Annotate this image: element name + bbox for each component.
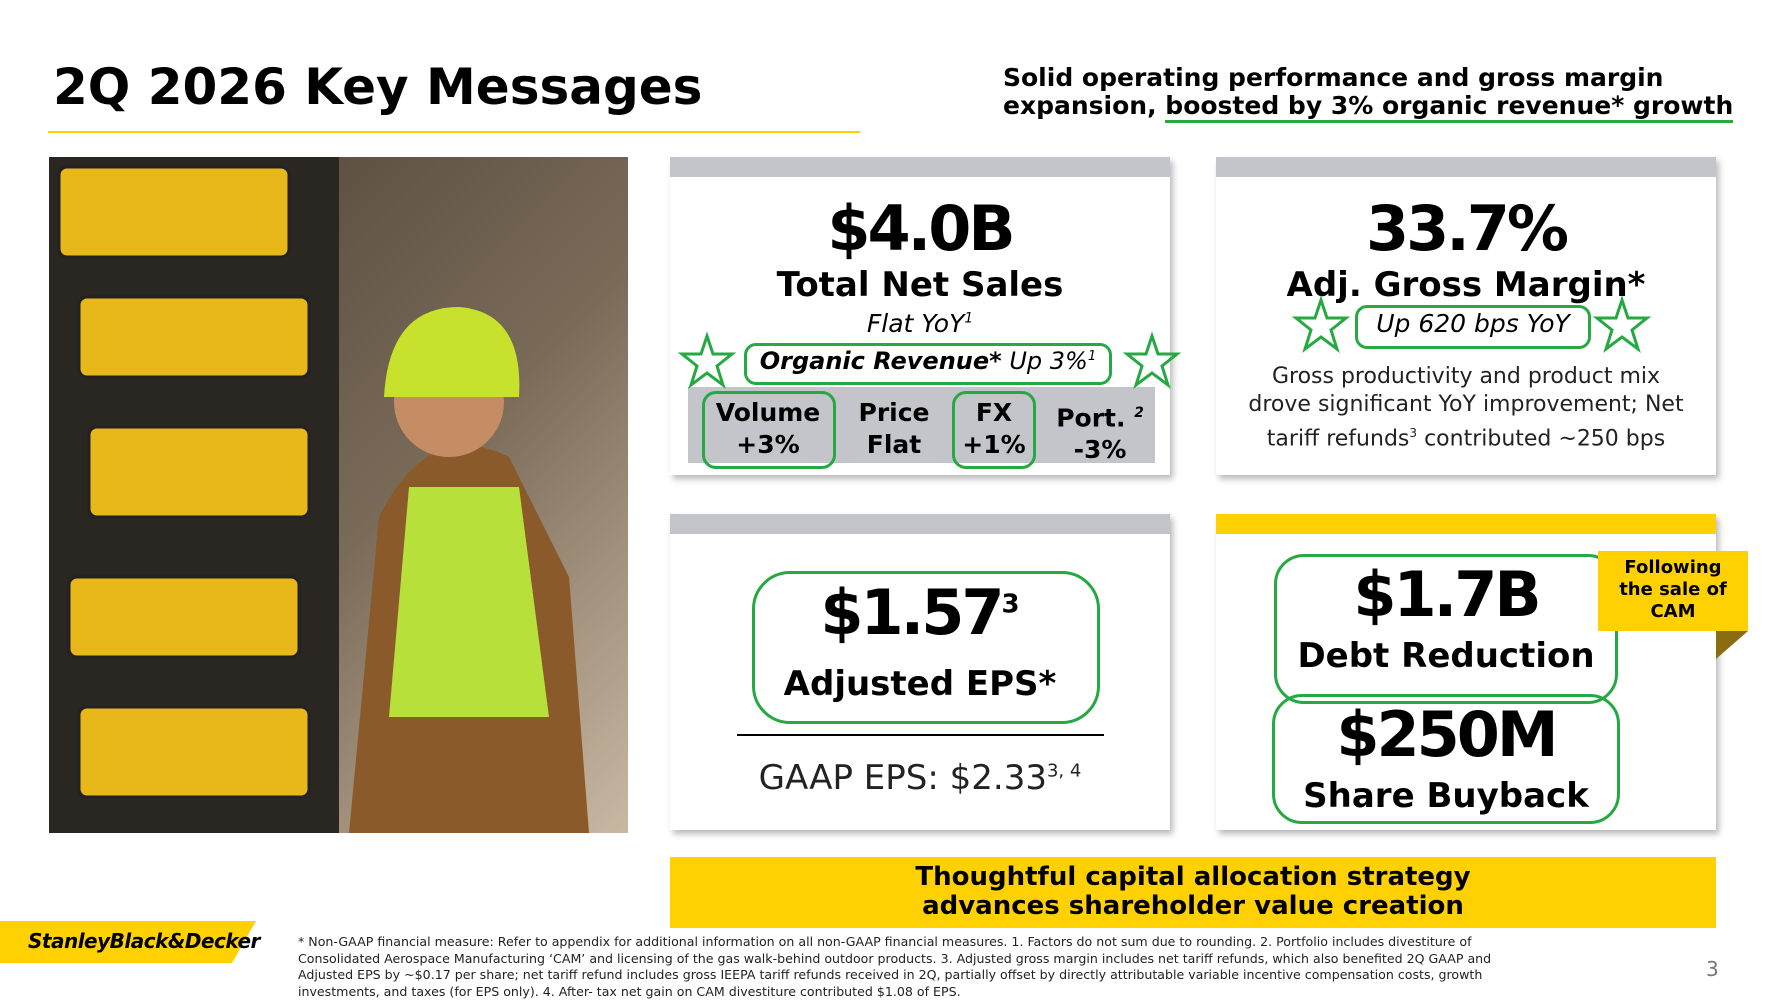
star-icon — [677, 331, 737, 390]
text-line: drove significant YoY improvement; Net — [1248, 392, 1684, 417]
components-table — [688, 387, 1155, 463]
eps-card: $1.573 Adjusted EPS* GAAP EPS: $2.333, 4 — [670, 514, 1170, 830]
subtitle-text: expansion, — [1003, 91, 1157, 120]
eps-highlight — [752, 571, 1100, 724]
logo-shape — [0, 921, 256, 963]
sales-card: $4.0B Total Net Sales Flat YoY1 Organic … — [670, 157, 1170, 475]
margin-card: 33.7% Adj. Gross Margin* Up 620 bps YoY … — [1216, 157, 1716, 475]
footnote-line: Consolidated Aerospace Manufacturing ‘CA… — [298, 950, 1492, 966]
badge-line: CAM — [1650, 601, 1696, 622]
logo: StanleyBlack&Decker — [28, 929, 260, 953]
text-line: Gross productivity and product mix — [1271, 364, 1661, 389]
gaap-eps: GAAP EPS: $2.333, 4 — [670, 758, 1170, 798]
card-bar — [1216, 157, 1716, 177]
sales-label: Total Net Sales — [776, 265, 1064, 305]
organic-bold: Organic Revenue* — [759, 347, 1002, 375]
component: FX +1% — [950, 397, 1038, 461]
subtitle: Solid operating performance and gross ma… — [1003, 63, 1734, 123]
fx-highlight — [952, 391, 1036, 469]
card-bar — [670, 514, 1170, 534]
photo-art — [49, 157, 589, 833]
component-name: Volume — [715, 398, 821, 427]
page-number: 3 — [1706, 957, 1719, 981]
buyback-label: Share Buyback — [1303, 776, 1589, 816]
component-name: Port. 2 — [1040, 397, 1160, 434]
debt-value: $1.7B — [1353, 558, 1541, 631]
debt-label: Debt Reduction — [1297, 636, 1595, 676]
volume-highlight — [702, 391, 836, 469]
component-name-text: Port. — [1056, 403, 1126, 433]
subtitle-highlight: boosted by 3% organic revenue* growth — [1165, 91, 1734, 123]
component-value: Flat — [866, 430, 922, 459]
organic-sup: 1 — [1087, 349, 1097, 364]
sales-note: Flat YoY1 — [670, 309, 1170, 338]
component-value: +1% — [962, 430, 1026, 459]
organic-highlight — [744, 343, 1112, 385]
text-part: contributed ~250 bps — [1417, 426, 1666, 452]
margin-label: Adj. Gross Margin* — [1286, 265, 1646, 305]
eps-sup: 3 — [1001, 589, 1020, 620]
footnotes: * Non-GAAP financial measure: Refer to a… — [298, 934, 1491, 1000]
badge-line: Following — [1624, 557, 1722, 578]
star-icon — [1592, 295, 1652, 354]
footnote-line: * Non-GAAP financial measure: Refer to a… — [298, 934, 1472, 949]
banner: Thoughtful capital allocation strategy a… — [670, 857, 1716, 928]
title-underline — [48, 131, 860, 133]
gaap-text: GAAP EPS: $2.33 — [758, 758, 1047, 798]
margin-note: Up 620 bps YoY — [1376, 309, 1570, 338]
note-text: Flat YoY — [866, 309, 965, 338]
eps-label: Adjusted EPS* — [783, 664, 1057, 704]
footnote-line: Adjusted EPS by ~$0.17 per share; net ta… — [298, 967, 1483, 982]
organic-text: Organic Revenue* Up 3%1 — [670, 347, 1186, 375]
eps-value-text: $1.57 — [820, 576, 1004, 649]
photo — [49, 157, 628, 833]
text-line: tariff refunds3 contributed ~250 bps — [1216, 419, 1716, 453]
margin-text: Gross productivity and product mix drove… — [1216, 363, 1716, 453]
title: 2Q 2026 Key Messages — [53, 58, 703, 116]
component-value: +3% — [736, 430, 800, 459]
text-part: tariff refunds — [1266, 426, 1410, 452]
component-name: FX — [975, 398, 1013, 427]
margin-value: 33.7% — [1365, 192, 1569, 265]
subtitle-line: Solid operating performance and gross ma… — [1003, 63, 1664, 92]
text-sup: 3 — [1409, 426, 1418, 440]
badge-fold — [1716, 631, 1748, 659]
star-icon — [1291, 295, 1351, 354]
eps-value: $1.573 — [670, 576, 1170, 649]
divider — [737, 734, 1104, 736]
subtitle-line: expansion, boosted by 3% organic revenue… — [1003, 91, 1734, 123]
component-name: Price — [858, 398, 930, 427]
margin-highlight — [1355, 305, 1591, 349]
banner-line: Thoughtful capital allocation strategy — [915, 862, 1471, 892]
sales-value: $4.0B — [827, 192, 1015, 265]
buyback-value: $250M — [1336, 698, 1558, 771]
component: Port. 2 -3% — [1040, 397, 1160, 466]
footnote-line: investments, and taxes (for EPS only). 4… — [298, 983, 961, 999]
badge: Following the sale of CAM — [1598, 551, 1748, 631]
star-icon — [1122, 331, 1182, 390]
card-bar — [1216, 514, 1716, 534]
badge-line: the sale of — [1619, 579, 1727, 600]
component-sup: 2 — [1134, 405, 1144, 421]
component: Price Flat — [834, 397, 954, 461]
organic-rest: Up 3% — [1009, 347, 1088, 375]
gaap-sup: 3, 4 — [1046, 760, 1082, 782]
card-bar — [670, 157, 1170, 177]
capital-card: $1.7B Debt Reduction $250M Share Buyback — [1216, 514, 1716, 830]
buyback-highlight — [1272, 694, 1620, 824]
component: Volume +3% — [698, 397, 838, 461]
banner-line: advances shareholder value creation — [922, 891, 1464, 921]
component-value: -3% — [1073, 435, 1127, 465]
note-sup: 1 — [964, 310, 974, 327]
